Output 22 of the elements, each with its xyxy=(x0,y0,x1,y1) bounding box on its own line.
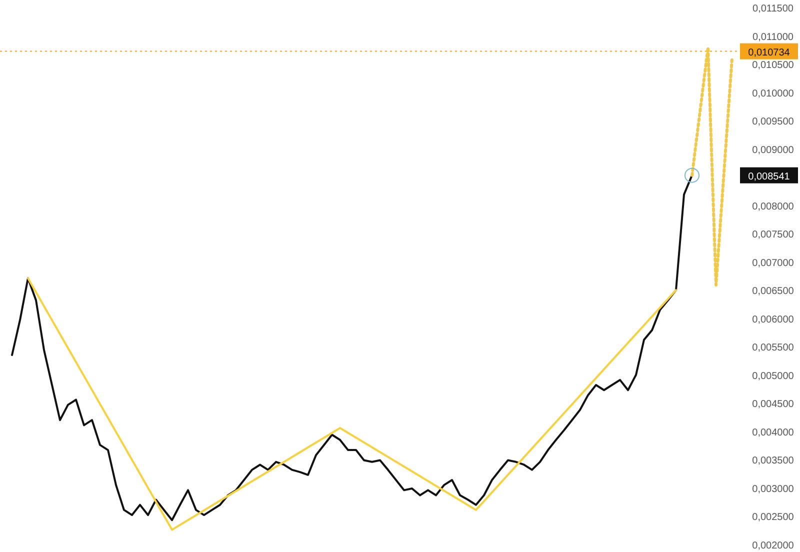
y-tick-label: 0,003500 xyxy=(752,456,794,467)
y-tick-label: 0,009000 xyxy=(752,144,794,156)
y-tick-label: 0,007000 xyxy=(752,258,794,269)
y-tick-label: 0,004500 xyxy=(752,399,794,410)
y-tick-label: 0,004000 xyxy=(752,427,794,438)
y-tick-label: 0,009500 xyxy=(752,116,794,128)
y-tick-label: 0,005000 xyxy=(752,370,794,382)
y-tick-label: 0,005500 xyxy=(752,342,794,354)
y-tick-label: 0,011500 xyxy=(752,4,794,14)
text: 0,008541 xyxy=(748,171,790,182)
ref-line-label: 0,010734 xyxy=(748,47,790,58)
y-tick-label: 0,006000 xyxy=(752,314,794,326)
y-tick-label: 0,011000 xyxy=(752,32,794,43)
y-tick-label: 0,003000 xyxy=(752,484,794,495)
y-tick-label: 0,008000 xyxy=(752,201,794,212)
y-tick-label: 0,007500 xyxy=(752,230,794,241)
y-tick-label: 0,002500 xyxy=(752,512,794,524)
y-tick-label: 0,010500 xyxy=(752,60,794,72)
y-tick-label: 0,006500 xyxy=(752,286,794,298)
y-tick-label: 0,002000 xyxy=(752,540,794,552)
line-series xyxy=(27,277,677,531)
y-tick-label: 0,010000 xyxy=(752,88,794,100)
